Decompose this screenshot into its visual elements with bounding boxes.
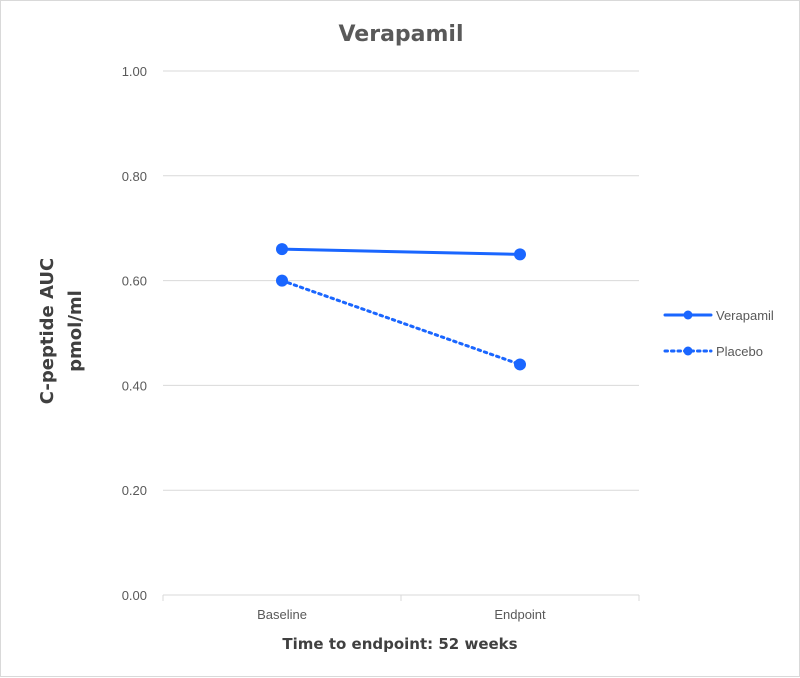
y-tick-label: 0.00 bbox=[122, 588, 147, 603]
y-tick-label: 0.80 bbox=[122, 169, 147, 184]
verapamil-data-point bbox=[514, 248, 526, 261]
y-axis-title: C-peptide AUC pmol/ml bbox=[37, 258, 86, 404]
placebo-data-point bbox=[514, 358, 526, 371]
placebo-data-point bbox=[276, 274, 288, 287]
y-tick-label: 0.40 bbox=[122, 378, 147, 393]
verapamil-legend-marker bbox=[683, 310, 693, 320]
y-tick-label: 1.00 bbox=[122, 64, 147, 79]
data-series bbox=[276, 243, 526, 371]
verapamil-series-line bbox=[280, 247, 522, 256]
verapamil-legend-label: Verapamil bbox=[716, 308, 774, 323]
y-tick-label: 0.60 bbox=[122, 274, 147, 289]
chart-title: Verapamil bbox=[338, 22, 463, 47]
gridlines bbox=[163, 70, 639, 596]
x-tick-label: Endpoint bbox=[494, 607, 546, 622]
y-tick-label: 0.20 bbox=[122, 483, 147, 498]
legend: Verapamil Placebo bbox=[663, 308, 774, 359]
placebo-legend-marker bbox=[683, 346, 693, 356]
placebo-series-line bbox=[280, 279, 522, 366]
x-tick-labels: Baseline Endpoint bbox=[162, 595, 640, 622]
x-axis-title: Time to endpoint: 52 weeks bbox=[282, 635, 517, 653]
verapamil-data-point bbox=[276, 243, 288, 256]
y-tick-labels: 0.00 0.20 0.40 0.60 0.80 1.00 bbox=[122, 64, 147, 603]
placebo-legend-label: Placebo bbox=[716, 344, 763, 359]
x-tick-label: Baseline bbox=[257, 607, 307, 622]
y-axis-title-line1: C-peptide AUC bbox=[37, 258, 58, 404]
y-axis-title-line2: pmol/ml bbox=[65, 290, 86, 372]
